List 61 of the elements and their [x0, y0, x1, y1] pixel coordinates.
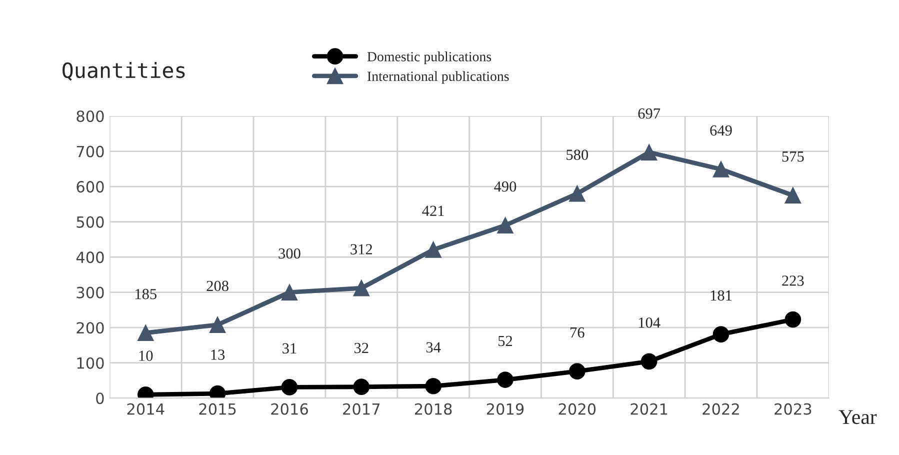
data-label: 575: [782, 152, 804, 162]
data-label: 421: [422, 206, 444, 216]
point: [281, 284, 298, 300]
data-label: 31: [282, 343, 296, 354]
data-label: 300: [278, 248, 300, 259]
data-label: 104: [638, 317, 660, 328]
y-axis-title: Quantities: [62, 62, 185, 81]
y-tick-label: 800: [76, 110, 104, 122]
data-label: 580: [566, 150, 588, 160]
y-tick-label: 700: [76, 146, 104, 158]
data-label: 649: [710, 125, 732, 136]
point: [497, 372, 514, 388]
data-label: 10: [139, 350, 153, 361]
point: [353, 280, 370, 296]
x-tick-label: 2015: [199, 403, 236, 415]
data-label: 181: [710, 290, 732, 301]
point: [784, 311, 802, 328]
point: [425, 378, 442, 394]
point: [712, 326, 730, 342]
data-label: 208: [206, 280, 228, 292]
x-tick-label: 2020: [558, 403, 596, 415]
legend-label: International publications: [367, 71, 509, 84]
data-label: 13: [211, 350, 225, 360]
point: [640, 144, 658, 161]
y-tick-label: 100: [77, 357, 104, 369]
point: [497, 217, 514, 234]
y-tick-label: 500: [76, 216, 104, 228]
point: [569, 185, 586, 202]
point: [640, 353, 658, 370]
y-tick-label: 300: [76, 286, 104, 298]
point: [784, 187, 802, 204]
x-tick-label: 2023: [774, 403, 812, 415]
x-tick-label: 2016: [271, 403, 308, 415]
y-tick-label: 600: [76, 181, 104, 193]
data-label: 185: [136, 288, 156, 300]
data-label: 490: [494, 181, 516, 192]
data-label: 52: [498, 336, 512, 346]
point: [281, 379, 298, 396]
y-tick-label: 200: [76, 322, 104, 334]
x-tick-label: 2019: [486, 403, 524, 415]
data-label: 32: [354, 342, 368, 354]
x-tick-label: 2021: [630, 403, 668, 415]
x-tick-label: 2014: [127, 403, 164, 415]
data-label: 697: [638, 108, 660, 119]
y-tick-label: 400: [76, 252, 104, 264]
point: [425, 242, 442, 258]
point: [353, 378, 370, 395]
legend-label: Domestic publications: [367, 52, 492, 64]
data-label: 312: [350, 244, 372, 254]
x-tick-label: 2022: [702, 403, 739, 415]
point: [137, 324, 154, 342]
x-axis-title: Year: [838, 410, 877, 424]
data-label: 34: [426, 342, 441, 352]
y-tick-label: 0: [96, 392, 104, 404]
x-tick-label: 2017: [343, 403, 380, 415]
point: [569, 363, 586, 380]
point: [209, 316, 226, 333]
data-label: 223: [782, 276, 804, 286]
data-label: 76: [570, 327, 584, 338]
point: [712, 161, 730, 178]
x-tick-label: 2018: [414, 403, 452, 415]
